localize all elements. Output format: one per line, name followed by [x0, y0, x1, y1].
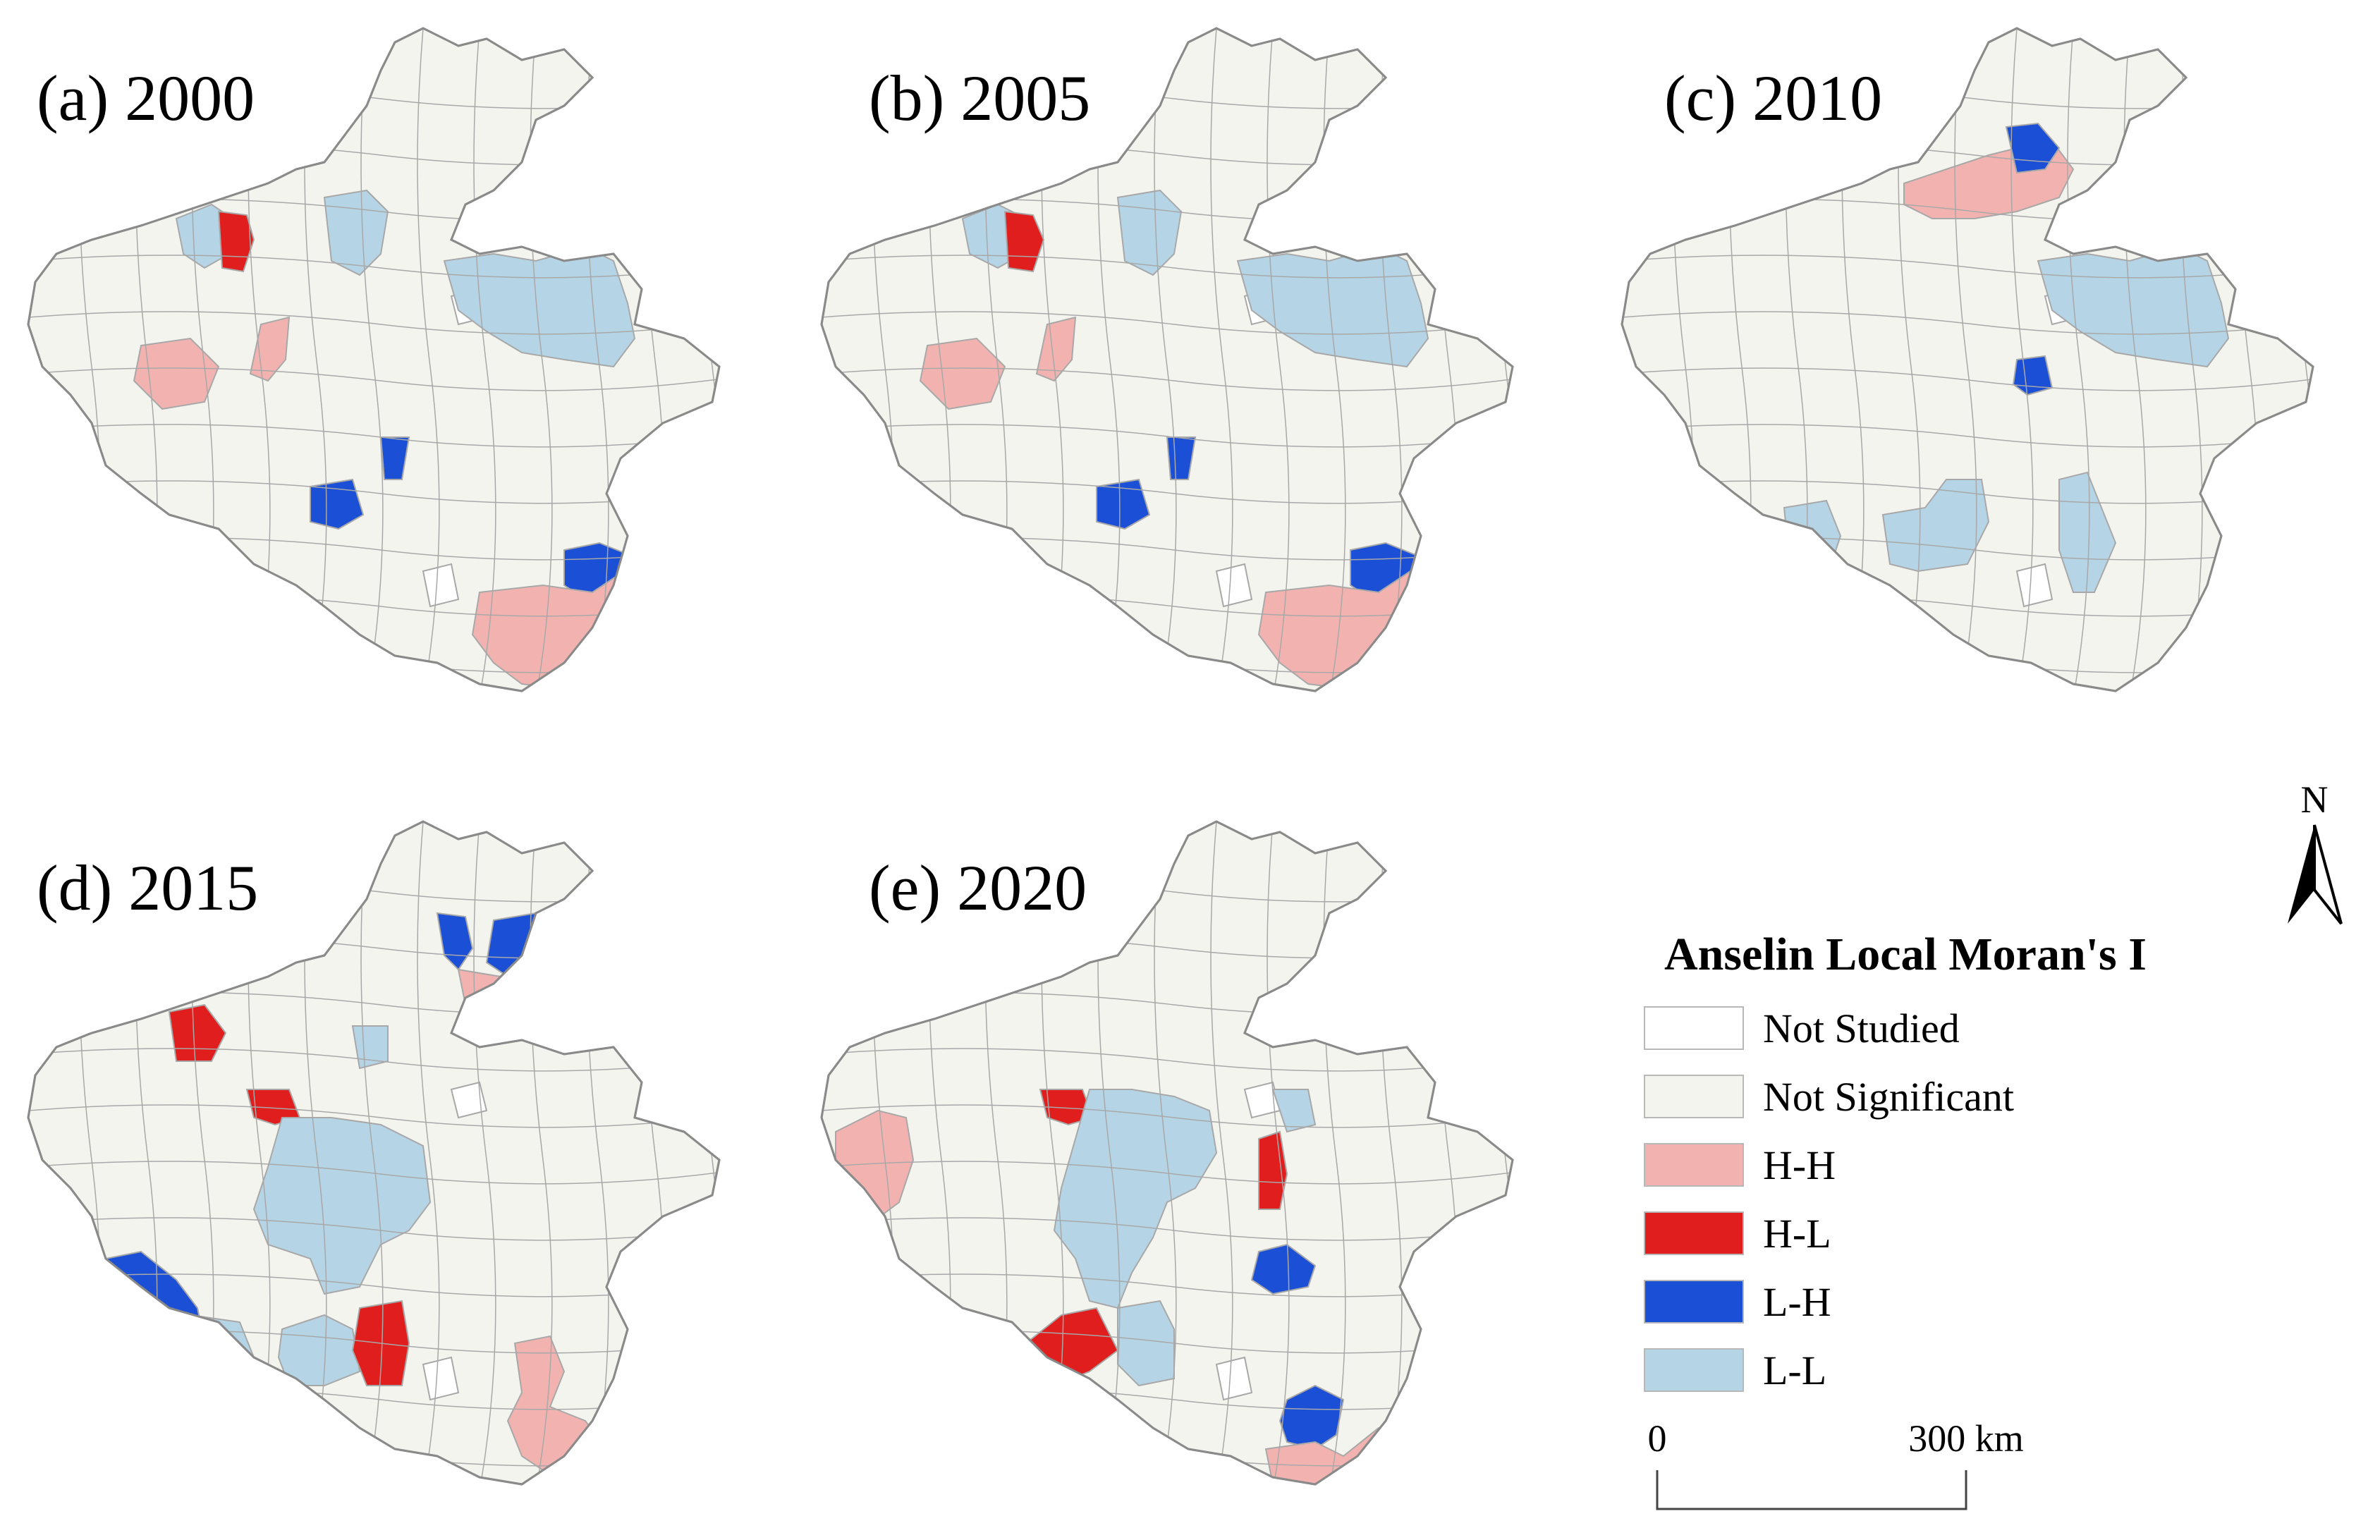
panel-title: (d) 2015: [37, 852, 258, 924]
map-panel-c: (c) 2010: [1621, 27, 2314, 692]
map-panel-a: (a) 2000: [27, 27, 721, 692]
legend-label: Not Studied: [1763, 1006, 1960, 1051]
legend-swatch: [1644, 1006, 1744, 1050]
region-hh: [457, 968, 538, 1020]
region-ll: [2058, 471, 2117, 593]
legend-label: L-H: [1763, 1279, 1831, 1325]
region-lh: [1279, 1384, 1345, 1450]
legend-swatch: [1644, 1143, 1744, 1187]
panel-title: (c) 2010: [1664, 62, 1882, 134]
legend-swatch: [1644, 1348, 1744, 1392]
region-lh: [1096, 478, 1151, 530]
region-lh: [2012, 355, 2053, 396]
region-not-studied: [422, 1081, 488, 1401]
region-ll: [323, 189, 389, 276]
province-map: [1621, 27, 2314, 692]
region-hh: [249, 316, 291, 382]
region-hl: [168, 1003, 227, 1062]
scale-end-label: 300 km: [1908, 1417, 2024, 1460]
legend-label: L-L: [1763, 1348, 1826, 1393]
north-arrow-left-half: [2288, 825, 2314, 924]
panel-title: (a) 2000: [37, 62, 255, 134]
legend-swatch: [1644, 1280, 1744, 1324]
map-panel-b: (b) 2005: [820, 27, 1514, 692]
legend-item-hl: H-L: [1644, 1211, 1831, 1257]
legend-label: H-L: [1763, 1211, 1831, 1257]
region-ll: [351, 1025, 389, 1070]
region-ll: [1117, 1300, 1175, 1387]
region-lh: [485, 912, 559, 978]
region-hh: [919, 337, 1006, 410]
legend-item-not-studied: Not Studied: [1644, 1006, 1960, 1051]
legend-swatch: [1644, 1211, 1744, 1255]
map-panel-d: (d) 2015: [27, 820, 721, 1486]
north-arrow-right-half: [2313, 824, 2343, 925]
legend-label: Not Significant: [1763, 1074, 2014, 1120]
map-panel-e: (e) 2020: [820, 820, 1514, 1486]
region-ll: [252, 1117, 432, 1295]
scale-bar-line: [1656, 1470, 1967, 1510]
north-letter: N: [2301, 778, 2329, 821]
legend-item-hh: H-H: [1644, 1142, 1836, 1188]
region-lh: [310, 478, 365, 530]
region-lh: [2199, 90, 2230, 135]
legend-item-not-significant: Not Significant: [1644, 1074, 2014, 1120]
region-ll: [1053, 1089, 1218, 1309]
legend-item-ll: L-L: [1644, 1348, 1826, 1393]
region-ll: [1271, 1089, 1317, 1133]
legend-heading: Anselin Local Moran's I: [1664, 929, 2147, 980]
region-hh: [1035, 316, 1077, 382]
north-arrow: N: [2288, 778, 2343, 925]
region-ll: [277, 1314, 361, 1386]
region-lh: [2005, 122, 2061, 174]
legend-swatch: [1644, 1075, 1744, 1118]
panel-title: (b) 2005: [869, 62, 1090, 134]
legend-item-lh: L-H: [1644, 1279, 1831, 1325]
scale-bar: 0 300 km: [1648, 1417, 2024, 1510]
scale-start-label: 0: [1648, 1417, 1667, 1460]
legend: Anselin Local Moran's I Not Studied Not …: [1644, 929, 2147, 1393]
region-hh: [133, 337, 220, 410]
panel-title: (e) 2020: [869, 852, 1087, 924]
region-ll: [905, 1314, 964, 1386]
legend-label: H-H: [1763, 1142, 1836, 1188]
region-ll: [1116, 189, 1183, 276]
region-lh: [379, 436, 410, 480]
